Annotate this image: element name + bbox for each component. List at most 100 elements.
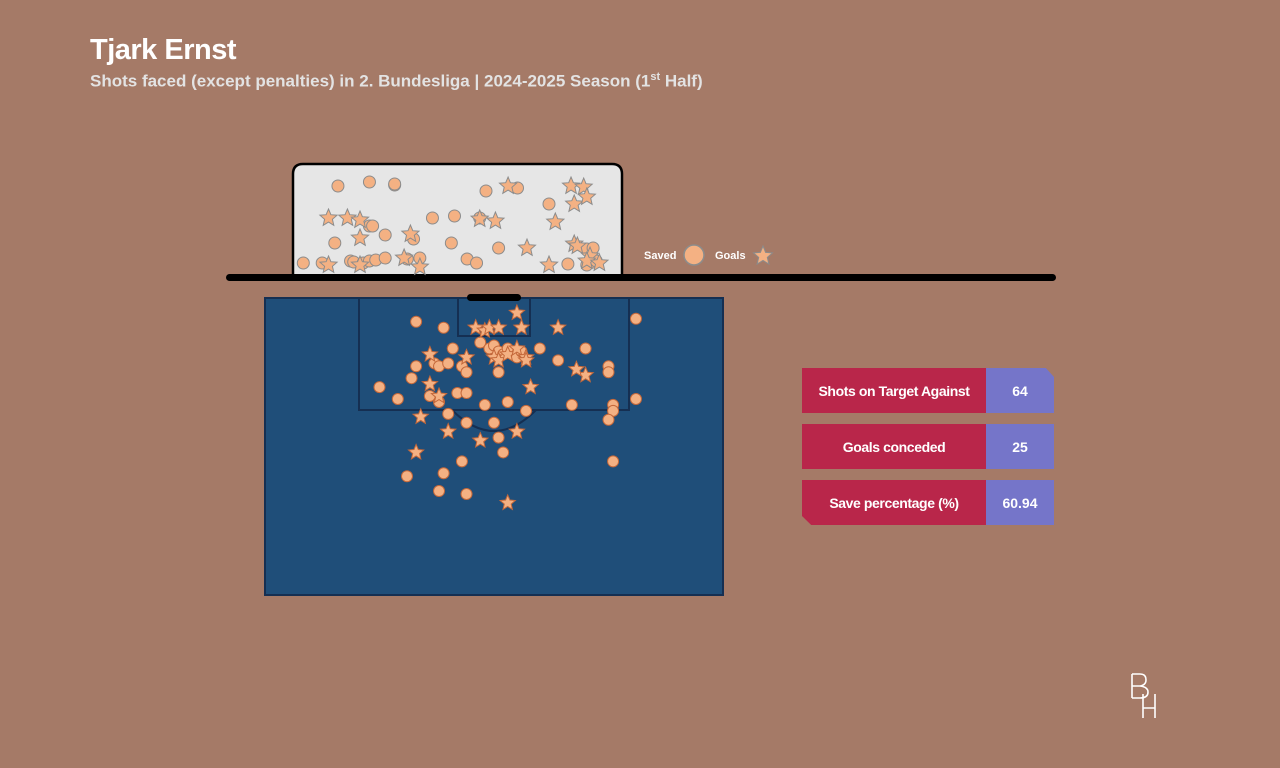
stat-value: 64 (986, 368, 1054, 413)
pitch-saved-marker (602, 413, 615, 426)
subtitle-separator: | (474, 71, 480, 91)
goal-mouth-saved-marker (362, 175, 376, 189)
pitch-saved-marker (492, 431, 505, 444)
stat-label: Shots on Target Against (802, 368, 986, 413)
goal-mouth-goal-marker (589, 252, 610, 272)
pitch-saved-marker (520, 404, 533, 417)
goal-mouth-saved-marker (378, 251, 392, 265)
pitch-goal-marker (421, 374, 439, 392)
goal-mouth-saved-marker (331, 179, 345, 193)
page-subtitle: Shots faced (except penalties) in 2. Bun… (90, 71, 703, 92)
pitch-saved-marker (373, 381, 386, 394)
subtitle-season: 2024-2025 Season (1 (484, 71, 651, 91)
pitch-saved-marker (400, 470, 413, 483)
goal-mouth-goal-marker (394, 247, 414, 267)
pitch-goal-marker (517, 351, 535, 368)
goal-mouth-saved-marker (561, 257, 575, 271)
pitch-goal-marker (512, 318, 531, 336)
goal-line (226, 274, 1056, 281)
stat-label: Goals conceded (802, 424, 986, 469)
goal-mouth-saved-marker (296, 256, 310, 270)
pitch-saved-marker (607, 455, 620, 468)
pitch-saved-marker (478, 398, 491, 411)
pitch-saved-marker (497, 446, 510, 459)
pitch-saved-marker (533, 342, 546, 355)
pitch-saved-marker (501, 395, 514, 408)
stat-label: Save percentage (%) (802, 480, 986, 525)
pitch-shots (373, 303, 642, 511)
pitch-goal-marker (549, 318, 567, 336)
legend-goals-label: Goals (715, 250, 746, 262)
pitch-goal-marker (489, 318, 508, 336)
pitch-goal-marker (471, 431, 490, 449)
goal-mouth-goal-marker (498, 175, 518, 195)
goal-mouth-goal-marker (545, 211, 566, 231)
stat-row-shots-on-target: Shots on Target Against 64 (802, 368, 1054, 413)
pitch-saved-marker (629, 392, 642, 405)
pitch-goal-marker (567, 360, 586, 377)
pitch-goal-marker (508, 303, 526, 321)
pitch-saved-marker (410, 315, 423, 328)
pitch-saved-marker (410, 360, 423, 373)
goal-mouth-goal-marker (567, 235, 588, 255)
pitch-saved-marker (460, 366, 473, 379)
pitch-goal-marker (457, 348, 476, 365)
legend-saved-marker (683, 244, 705, 266)
goal-mouth-goal-marker (337, 207, 358, 227)
goal-mouth-saved-marker (366, 219, 380, 233)
goal-mouth-goal-marker (576, 186, 597, 206)
pitch-saved-marker (552, 354, 565, 367)
goal-mouth-saved-marker (425, 211, 439, 225)
pitch-saved-marker (437, 467, 450, 480)
goal-mouth-saved-marker (492, 241, 506, 255)
goal-mouth-saved-marker (388, 177, 402, 191)
goal-mouth-goal-marker (539, 254, 559, 274)
subtitle-half: Half) (660, 71, 703, 91)
pitch-saved-marker (492, 366, 505, 379)
goal-mouth-goal-marker (350, 227, 370, 247)
stat-value: 60.94 (986, 480, 1054, 525)
legend-saved-label: Saved (644, 250, 676, 262)
goal-mouth-goal-marker (576, 250, 597, 270)
pitch-goal-marker (411, 407, 430, 425)
pitch-saved-marker (437, 321, 450, 334)
goal-mouth-bar (467, 294, 521, 301)
goal-mouth-saved-marker (542, 197, 556, 211)
subtitle-competition: Shots faced (except penalties) in 2. Bun… (90, 71, 470, 91)
pitch-goal-marker (430, 386, 448, 404)
goal-mouth-goal-marker (400, 223, 421, 243)
goal-mouth-goal-marker (318, 254, 339, 274)
pitch-saved-marker (629, 312, 642, 325)
goal-mouth-goal-marker (469, 208, 490, 228)
goal-mouth-saved-marker (328, 236, 342, 250)
stat-value: 25 (986, 424, 1054, 469)
goal-mouth-saved-marker (479, 184, 493, 198)
pitch-goal-marker (421, 345, 439, 362)
legend-star-shape (752, 244, 774, 266)
pitch-saved-marker (488, 416, 500, 429)
goal-mouth-saved-marker (470, 256, 484, 270)
goal-mouth-goal-marker (410, 256, 430, 276)
goal-mouth-shots (296, 175, 610, 276)
goal-mouth-goal-marker (350, 254, 370, 274)
goal-mouth-goal-marker (485, 210, 506, 230)
goal-mouth-goal-marker (318, 207, 339, 227)
pitch-saved-marker (442, 407, 455, 420)
pitch-saved-marker (460, 488, 473, 501)
pitch-saved-marker (455, 455, 468, 468)
pitch-saved-marker (391, 392, 404, 405)
goal-mouth-saved-marker (448, 209, 461, 223)
goal-mouth-goal-marker (517, 237, 537, 257)
pitch-goal-marker (508, 422, 526, 440)
pitch-saved-marker (460, 416, 473, 429)
pitch-saved-marker (433, 485, 446, 498)
pitch-goal-marker (521, 377, 540, 395)
goal-mouth-saved-marker (444, 236, 458, 250)
pitch-goal-marker (498, 493, 517, 511)
stat-row-save-percentage: Save percentage (%) 60.94 (802, 480, 1054, 525)
pitch-saved-marker (446, 342, 459, 355)
penalty-arc (451, 409, 537, 432)
page-title: Tjark Ernst (90, 34, 237, 66)
legend-goal-marker (752, 244, 774, 266)
